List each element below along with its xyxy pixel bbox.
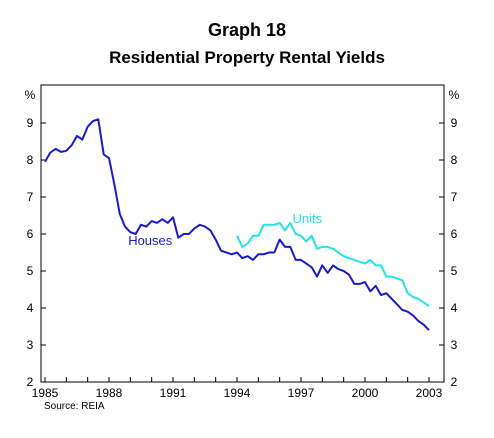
series-line-houses: [44, 118, 430, 331]
y-tick-label-right: 9: [451, 116, 458, 130]
y-tick-label-right: 8: [451, 153, 458, 167]
series-label-units: Units: [292, 211, 322, 226]
x-tick-label: 1985: [32, 386, 59, 400]
y-tick-label-right: 3: [451, 338, 458, 352]
chart-subtitle: Residential Property Rental Yields: [109, 48, 385, 67]
chart-title: Graph 18: [207, 20, 287, 40]
x-tick-label: 1991: [160, 386, 187, 400]
annotations: Houses Units: [128, 211, 322, 248]
y-unit-label-right: %: [449, 88, 460, 102]
y-tick-label-left: 5: [27, 264, 34, 278]
series-label-houses: Houses: [128, 233, 173, 248]
series-line-units: [236, 221, 430, 307]
y-tick-label-left: 8: [27, 153, 34, 167]
series-group: [44, 118, 430, 331]
y-tick-label-left: 2: [27, 375, 34, 389]
y-tick-label-left: 4: [27, 301, 34, 315]
y-unit-label-left: %: [25, 88, 36, 102]
y-tick-label-right: 4: [451, 301, 458, 315]
y-tick-label-left: 7: [27, 190, 34, 204]
y-tick-label-right: 7: [451, 190, 458, 204]
axes: % % 2 2 3 3 4 4 5 5 6 6 7 7 8 8 9 9 1985 1988 1991 1994 1997 20…: [25, 88, 460, 400]
x-tick-label: 2000: [352, 386, 379, 400]
plot-frame: [40, 84, 445, 383]
y-tick-label-right: 2: [451, 375, 458, 389]
y-tick-label-left: 3: [27, 338, 34, 352]
y-tick-label-right: 5: [451, 264, 458, 278]
x-tick-label: 1997: [288, 386, 315, 400]
x-tick-label: 2003: [416, 386, 443, 400]
y-tick-label-left: 6: [27, 227, 34, 241]
x-tick-label: 1988: [96, 386, 123, 400]
source-note: Source: REIA: [44, 401, 105, 412]
x-tick-label: 1994: [224, 386, 251, 400]
y-tick-label-left: 9: [27, 116, 34, 130]
y-tick-label-right: 6: [451, 227, 458, 241]
